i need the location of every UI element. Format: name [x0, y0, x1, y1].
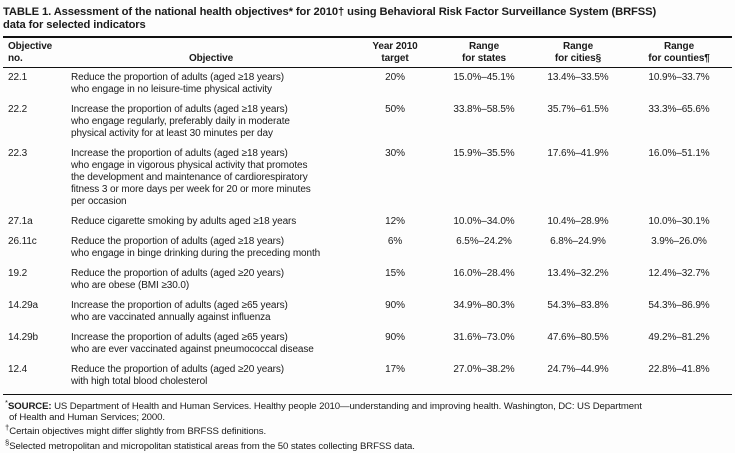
col-header-objective: Objective [70, 38, 352, 68]
range-states-value: 31.6%–73.0% [453, 332, 515, 343]
range-cities-value: 6.8%–24.9% [550, 236, 606, 247]
header-row: Objective no. Objective Year 2010 target… [3, 38, 732, 68]
range-counties-value: 10.9%–33.7% [648, 72, 710, 83]
range-counties-value: 49.2%–81.2% [648, 332, 710, 343]
table-row: 22.3 Increase the proportion of adults (… [3, 141, 732, 209]
table-title: TABLE 1. Assessment of the national heal… [3, 6, 732, 38]
footnote-source-label: SOURCE: [7, 401, 52, 413]
range-counties-value: 22.8%–41.8% [626, 357, 732, 395]
footnote-text: Selected metropolitan and micropolitan s… [9, 441, 415, 453]
col-header-year-target: Year 2010 target [352, 38, 438, 68]
range-states-value: 15.0%–45.1% [453, 72, 515, 83]
col-header-range-counties: Range for counties¶ [626, 38, 732, 68]
footnote-cities: §Selected metropolitan and micropolitan … [3, 438, 732, 453]
objective-no: 26.11c [8, 236, 37, 247]
footnote-text: US Department of Health and Human Servic… [9, 401, 642, 423]
objective-no: 14.29b [8, 332, 38, 343]
range-cities-value: 24.7%–44.9% [530, 357, 626, 395]
objective-text: Increase the proportion of adults (aged … [71, 104, 290, 139]
objective-no: 27.1a [8, 216, 33, 227]
footnote-definitions: †Certain objectives might differ slightl… [3, 423, 732, 438]
footnote-text: Certain objectives might differ slightly… [9, 426, 267, 438]
target-value: 90% [385, 300, 405, 311]
range-counties-value: 10.0%–30.1% [648, 216, 710, 227]
objective-no: 12.4 [3, 357, 70, 395]
range-counties-value: 54.3%–86.9% [648, 300, 710, 311]
footnote-marker: § [5, 437, 10, 447]
objective-no: 22.2 [8, 104, 28, 115]
footnote-source: *SOURCE: US Department of Health and Hum… [3, 398, 732, 423]
range-cities-value: 13.4%–33.5% [547, 72, 609, 83]
col-header-objective-no: Objective no. [3, 38, 70, 68]
objective-text: Increase the proportion of adults (aged … [71, 332, 314, 355]
objective-text: Reduce the proportion of adults (aged ≥1… [71, 72, 285, 95]
objective-no: 22.3 [8, 148, 28, 159]
indicators-table: Objective no. Objective Year 2010 target… [3, 38, 732, 395]
target-value: 6% [387, 236, 403, 247]
objective-text: Increase the proportion of adults (aged … [71, 148, 311, 207]
objective-text: Reduce the proportion of adults (aged ≥2… [70, 357, 352, 395]
target-value: 20% [385, 72, 405, 83]
range-cities-value: 54.3%–83.8% [547, 300, 609, 311]
range-states-value: 33.8%–58.5% [453, 104, 515, 115]
objective-text: Reduce cigarette smoking by adults aged … [71, 216, 297, 227]
range-counties-value: 16.0%–51.1% [648, 148, 710, 159]
range-states-value: 10.0%–34.0% [453, 216, 515, 227]
table-row: 19.2 Reduce the proportion of adults (ag… [3, 261, 732, 293]
range-cities-value: 10.4%–28.9% [547, 216, 609, 227]
table-row: 26.11c Reduce the proportion of adults (… [3, 229, 732, 261]
range-states-value: 16.0%–28.4% [453, 268, 515, 279]
range-states-value: 6.5%–24.2% [456, 236, 512, 247]
objective-no: 19.2 [8, 268, 28, 279]
target-value: 17% [352, 357, 438, 395]
objective-no: 22.1 [8, 72, 28, 83]
target-value: 15% [385, 268, 405, 279]
objective-no: 14.29a [8, 300, 38, 311]
range-cities-value: 13.4%–32.2% [547, 268, 609, 279]
footnote-marker: * [5, 398, 8, 407]
table-row: 22.1 Reduce the proportion of adults (ag… [3, 68, 732, 98]
footnote-marker: † [5, 423, 10, 433]
range-cities-value: 35.7%–61.5% [547, 104, 609, 115]
footnotes: *SOURCE: US Department of Health and Hum… [3, 398, 732, 453]
range-states-value: 15.9%–35.5% [453, 148, 515, 159]
col-header-range-states: Range for states [438, 38, 530, 68]
range-counties-value: 33.3%–65.6% [648, 104, 710, 115]
objective-text: Reduce the proportion of adults (aged ≥2… [71, 268, 285, 291]
table-row: 12.4 Reduce the proportion of adults (ag… [3, 357, 732, 395]
table-row: 27.1a Reduce cigarette smoking by adults… [3, 209, 732, 229]
target-value: 30% [385, 148, 405, 159]
col-header-range-cities: Range for cities§ [530, 38, 626, 68]
target-value: 90% [385, 332, 405, 343]
table-row: 14.29b Increase the proportion of adults… [3, 325, 732, 357]
range-cities-value: 17.6%–41.9% [547, 148, 609, 159]
range-states-value: 34.9%–80.3% [453, 300, 515, 311]
range-states-value: 27.0%–38.2% [438, 357, 530, 395]
table-row: 22.2 Increase the proportion of adults (… [3, 97, 732, 141]
table-row: 14.29a Increase the proportion of adults… [3, 293, 732, 325]
target-value: 12% [385, 216, 405, 227]
target-value: 50% [385, 104, 405, 115]
range-counties-value: 12.4%–32.7% [648, 268, 710, 279]
range-counties-value: 3.9%–26.0% [651, 236, 707, 247]
objective-text: Increase the proportion of adults (aged … [71, 300, 288, 323]
objective-text: Reduce the proportion of adults (aged ≥1… [71, 236, 321, 259]
range-cities-value: 47.6%–80.5% [547, 332, 609, 343]
